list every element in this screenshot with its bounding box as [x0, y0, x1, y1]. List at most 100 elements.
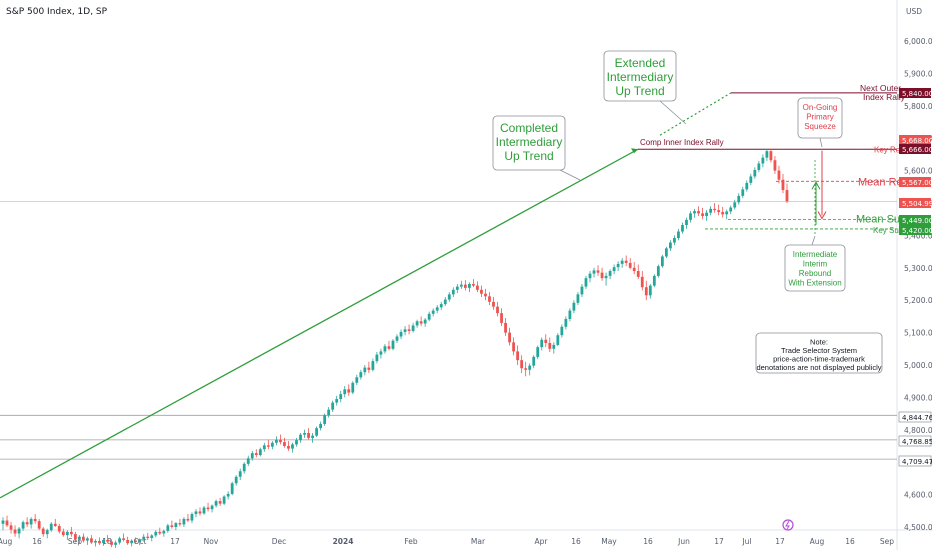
candle-body [194, 511, 198, 515]
price-tag: 5,420.00 [899, 225, 932, 235]
candle-body [508, 332, 511, 343]
candle [118, 536, 121, 545]
candle [697, 206, 700, 216]
candle-body [266, 445, 270, 447]
price-tag-bg [899, 135, 931, 145]
squeeze-arrow-head [817, 211, 827, 220]
candle [49, 522, 53, 532]
symbol-title: S&P 500 Index, 1D, SP [6, 7, 108, 17]
price-tag: 5,668.00 [899, 135, 932, 145]
candle [556, 333, 560, 347]
extended-callout-line: Intermediary [607, 70, 674, 84]
candle-body [130, 540, 134, 544]
candle-body [600, 272, 604, 279]
candle [53, 518, 57, 527]
candle [765, 148, 769, 161]
candle [689, 211, 692, 223]
price-tag-bg [899, 225, 931, 235]
candle-body [725, 211, 729, 215]
candle [572, 300, 576, 314]
candle-body [214, 501, 218, 506]
candle-body [636, 271, 640, 277]
candle-body [5, 520, 9, 526]
candle-body [427, 313, 431, 320]
candle-body [588, 273, 592, 279]
candle [644, 280, 648, 301]
candle-body [733, 202, 737, 208]
candle-body [472, 284, 475, 286]
candle-body [45, 530, 49, 535]
candle-body [9, 525, 13, 530]
candle-body [769, 151, 773, 161]
candle-body [178, 523, 182, 525]
candle [701, 207, 704, 220]
currency-label: USD [906, 7, 922, 16]
candle-body [689, 213, 692, 220]
candle-body [110, 541, 113, 545]
candle-body [447, 294, 451, 300]
time-axis[interactable]: Aug16Sep18Oct17NovDec2024FebMarApr16May1… [0, 537, 894, 546]
candle [339, 390, 343, 403]
candle-body [476, 285, 479, 290]
price-tag-label: 5,668.00 [902, 137, 932, 145]
candle [383, 343, 387, 354]
candle-body [25, 522, 29, 525]
candle-body [741, 189, 745, 196]
candle [544, 334, 548, 348]
candle-body [697, 211, 700, 214]
candle [476, 281, 479, 293]
candle-body [327, 409, 331, 416]
price-tag-bg [899, 144, 931, 154]
candle [242, 462, 246, 474]
price-tag-bg [899, 177, 931, 187]
price-tag-label: 5,840.00 [902, 90, 932, 98]
candle-body [33, 518, 37, 522]
candle [451, 287, 455, 297]
candle-body [532, 356, 536, 366]
price-tag: 4,709.47 [898, 455, 932, 467]
candle-body [536, 347, 540, 357]
candle-body [677, 231, 680, 238]
candle [379, 348, 383, 359]
candle-body [387, 346, 391, 349]
candle [351, 381, 355, 395]
candle-body [379, 351, 383, 355]
candle [472, 279, 475, 288]
candle-body [504, 322, 507, 333]
candle [186, 514, 190, 523]
price-tag: 5,504.99 [899, 198, 932, 208]
candle [656, 264, 660, 278]
price-tick-label: 5,000.00 [904, 361, 932, 370]
flash-icon[interactable] [782, 519, 794, 531]
candle-body [451, 289, 455, 295]
extension-line [659, 92, 732, 136]
candle [664, 246, 668, 259]
candle-body [242, 463, 246, 472]
candle [616, 261, 620, 272]
time-tick-label: Sep [880, 537, 894, 546]
candle [250, 450, 254, 461]
candle [512, 337, 516, 356]
candle [291, 442, 294, 453]
note-callout-line: Trade Selector System [781, 346, 857, 355]
candle-body [270, 442, 274, 447]
candle [13, 525, 17, 537]
price-tag-bg [899, 88, 931, 98]
candle [122, 533, 126, 542]
intermediate-callout-line: With Extension [788, 279, 841, 288]
candle-body [777, 170, 781, 180]
candle-body [98, 540, 101, 544]
candle-body [1, 520, 5, 524]
candle [693, 208, 696, 218]
candle-body [234, 476, 238, 484]
candle-body [138, 539, 142, 542]
price-tick-label: 5,200.00 [904, 296, 932, 305]
candle-body [299, 434, 302, 441]
candle [315, 426, 318, 437]
candle [94, 539, 97, 547]
candle [178, 518, 182, 527]
candle-body [295, 440, 298, 445]
